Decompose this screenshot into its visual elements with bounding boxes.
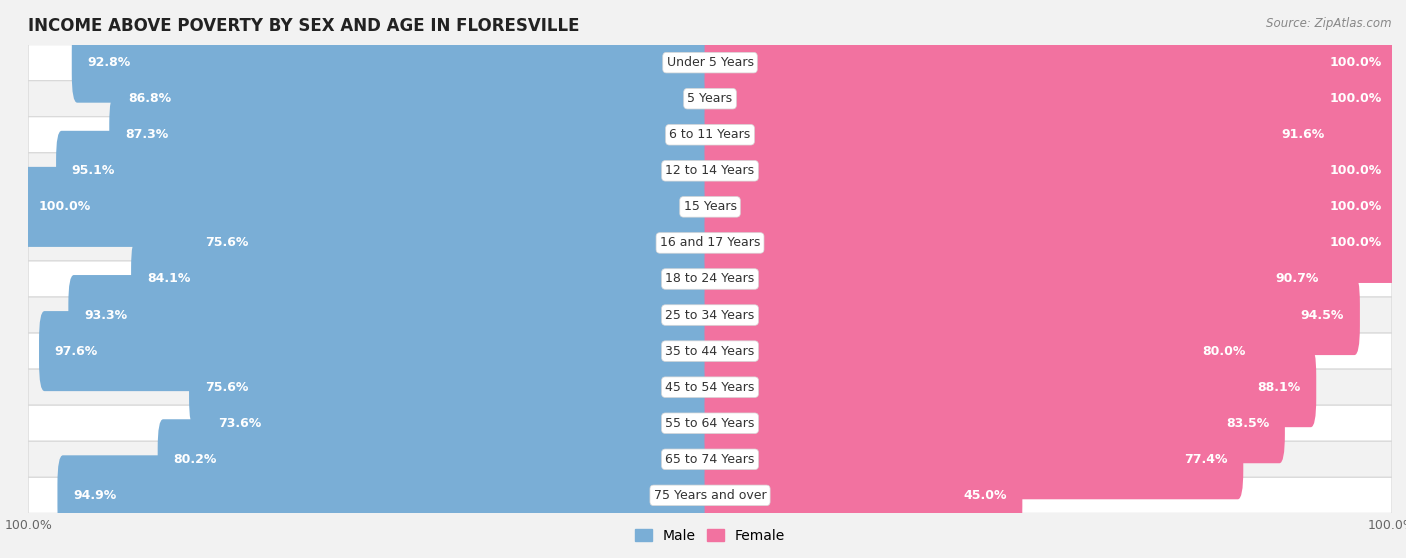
Text: 6 to 11 Years: 6 to 11 Years [669,128,751,141]
FancyBboxPatch shape [704,203,1398,283]
Text: 87.3%: 87.3% [125,128,169,141]
Text: Source: ZipAtlas.com: Source: ZipAtlas.com [1267,17,1392,30]
FancyBboxPatch shape [704,95,1340,175]
Text: 75.6%: 75.6% [205,237,247,249]
FancyBboxPatch shape [56,131,716,211]
Text: 35 to 44 Years: 35 to 44 Years [665,345,755,358]
Text: 100.0%: 100.0% [1330,237,1382,249]
Text: Under 5 Years: Under 5 Years [666,56,754,69]
FancyBboxPatch shape [28,333,1392,369]
Text: 45.0%: 45.0% [963,489,1007,502]
Text: 100.0%: 100.0% [1330,92,1382,105]
FancyBboxPatch shape [704,419,1243,499]
Text: 12 to 14 Years: 12 to 14 Years [665,165,755,177]
FancyBboxPatch shape [202,383,716,463]
Text: 100.0%: 100.0% [1330,56,1382,69]
Text: INCOME ABOVE POVERTY BY SEX AND AGE IN FLORESVILLE: INCOME ABOVE POVERTY BY SEX AND AGE IN F… [28,17,579,35]
FancyBboxPatch shape [157,419,716,499]
FancyBboxPatch shape [28,441,1392,477]
Text: 16 and 17 Years: 16 and 17 Years [659,237,761,249]
Text: 25 to 34 Years: 25 to 34 Years [665,309,755,321]
FancyBboxPatch shape [39,311,716,391]
Text: 94.5%: 94.5% [1301,309,1344,321]
Text: 65 to 74 Years: 65 to 74 Years [665,453,755,466]
FancyBboxPatch shape [28,261,1392,297]
Text: 83.5%: 83.5% [1226,417,1270,430]
FancyBboxPatch shape [69,275,716,355]
FancyBboxPatch shape [28,153,1392,189]
FancyBboxPatch shape [28,117,1392,153]
Text: 84.1%: 84.1% [146,272,190,286]
Text: 55 to 64 Years: 55 to 64 Years [665,417,755,430]
FancyBboxPatch shape [704,383,1285,463]
Text: 45 to 54 Years: 45 to 54 Years [665,381,755,393]
FancyBboxPatch shape [28,81,1392,117]
Legend: Male, Female: Male, Female [630,523,790,549]
FancyBboxPatch shape [704,131,1398,211]
FancyBboxPatch shape [704,23,1398,103]
FancyBboxPatch shape [188,203,716,283]
Text: 100.0%: 100.0% [38,200,90,213]
FancyBboxPatch shape [58,455,716,535]
FancyBboxPatch shape [704,347,1316,427]
Text: 100.0%: 100.0% [1330,165,1382,177]
Text: 5 Years: 5 Years [688,92,733,105]
Text: 100.0%: 100.0% [1330,200,1382,213]
Text: 93.3%: 93.3% [84,309,127,321]
FancyBboxPatch shape [28,369,1392,405]
FancyBboxPatch shape [704,275,1360,355]
Text: 90.7%: 90.7% [1275,272,1319,286]
FancyBboxPatch shape [112,59,716,139]
FancyBboxPatch shape [704,311,1261,391]
FancyBboxPatch shape [131,239,716,319]
Text: 97.6%: 97.6% [55,345,98,358]
Text: 15 Years: 15 Years [683,200,737,213]
FancyBboxPatch shape [28,405,1392,441]
FancyBboxPatch shape [28,189,1392,225]
Text: 77.4%: 77.4% [1184,453,1227,466]
FancyBboxPatch shape [188,347,716,427]
Text: 95.1%: 95.1% [72,165,115,177]
Text: 75.6%: 75.6% [205,381,247,393]
FancyBboxPatch shape [28,297,1392,333]
Text: 18 to 24 Years: 18 to 24 Years [665,272,755,286]
FancyBboxPatch shape [22,167,716,247]
Text: 88.1%: 88.1% [1257,381,1301,393]
FancyBboxPatch shape [704,455,1022,535]
Text: 94.9%: 94.9% [73,489,117,502]
FancyBboxPatch shape [704,167,1398,247]
Text: 86.8%: 86.8% [128,92,172,105]
Text: 73.6%: 73.6% [218,417,262,430]
FancyBboxPatch shape [72,23,716,103]
FancyBboxPatch shape [28,477,1392,513]
FancyBboxPatch shape [704,239,1334,319]
FancyBboxPatch shape [704,59,1398,139]
Text: 80.2%: 80.2% [173,453,217,466]
FancyBboxPatch shape [110,95,716,175]
FancyBboxPatch shape [28,225,1392,261]
Text: 91.6%: 91.6% [1281,128,1324,141]
Text: 75 Years and over: 75 Years and over [654,489,766,502]
FancyBboxPatch shape [28,45,1392,81]
Text: 80.0%: 80.0% [1202,345,1246,358]
Text: 92.8%: 92.8% [87,56,131,69]
